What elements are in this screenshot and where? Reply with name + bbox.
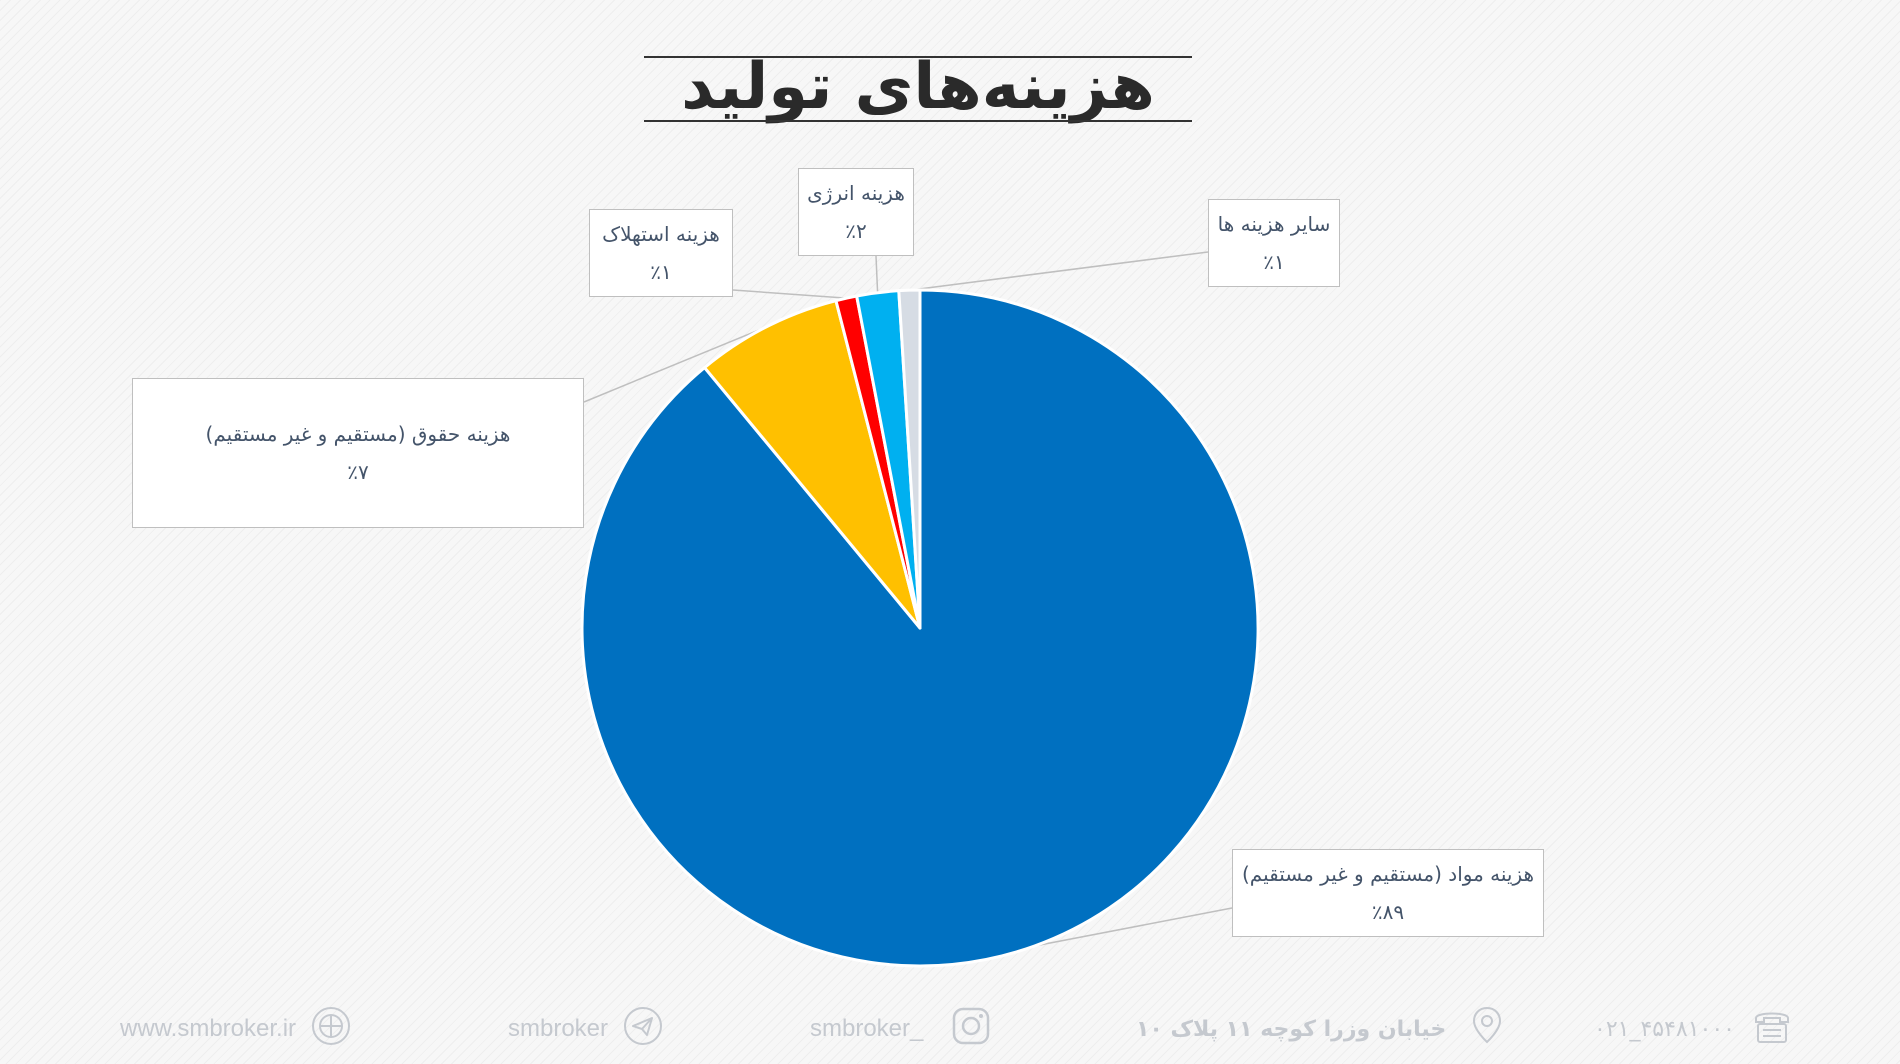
chart-title: هزینه‌های تولید: [681, 50, 1155, 124]
footer-telegram-text: smbroker: [508, 1015, 609, 1042]
footer-address: خیابان وزرا کوچه ۱۱ پلاک ۱۰: [1136, 1004, 1504, 1054]
data-label-depreciation-value: ٪۱: [650, 260, 672, 284]
data-label-materials-name: هزینه مواد (مستقیم و غیر مستقیم): [1241, 862, 1535, 886]
data-label-depreciation: هزینه استهلاک ٪۱: [589, 209, 733, 297]
footer-website-text: www.smbroker.ir: [120, 1015, 297, 1042]
footer-instagram-text: smbroker_: [810, 1015, 924, 1042]
footer-instagram[interactable]: smbroker_: [810, 1004, 991, 1054]
footer-telegram[interactable]: smbroker: [508, 1004, 664, 1054]
leader-line-other: [909, 251, 1209, 291]
pie-slices: [580, 288, 1260, 968]
footer-phone-text: ۰۲۱_۴۵۴۸۱۰۰۰: [1594, 1016, 1735, 1042]
pie-slice-other: [897, 288, 922, 630]
telegram-icon: [622, 1005, 664, 1054]
footer-address-text: خیابان وزرا کوچه ۱۱ پلاک ۱۰: [1136, 1016, 1447, 1042]
footer-contact-bar: www.smbroker.ir smbroker smbroker_: [0, 1004, 1900, 1054]
leader-line-salaries: [583, 326, 767, 403]
chart-title-banner: هزینه‌های تولید: [644, 48, 1192, 126]
data-label-depreciation-name: هزینه استهلاک: [602, 222, 720, 246]
data-label-other-name: سایر هزینه ها: [1217, 212, 1331, 236]
footer-phone: ۰۲۱_۴۵۴۸۱۰۰۰: [1594, 1004, 1793, 1054]
data-label-energy-name: هزینه انرژی: [807, 181, 905, 205]
globe-icon: [310, 1005, 352, 1054]
data-label-energy-value: ٪۲: [845, 219, 867, 243]
pie-slice-salaries: [703, 299, 922, 630]
data-label-other: سایر هزینه ها ٪۱: [1208, 199, 1340, 287]
telephone-icon: [1751, 1006, 1793, 1053]
leader-lines: [583, 251, 1233, 947]
data-label-materials: هزینه مواد (مستقیم و غیر مستقیم) ٪۸۹: [1232, 849, 1544, 937]
data-label-energy: هزینه انرژی ٪۲: [798, 168, 914, 256]
data-label-materials-value: ٪۸۹: [1371, 900, 1405, 924]
footer-website[interactable]: www.smbroker.ir: [120, 1004, 352, 1054]
title-rule-bottom: [644, 120, 1192, 122]
data-label-salaries-name: هزینه حقوق (مستقیم و غیر مستقیم): [205, 422, 511, 446]
data-label-salaries-value: ٪۷: [347, 460, 369, 484]
leader-line-depreciation: [732, 289, 847, 299]
title-rule-top: [644, 56, 1192, 58]
instagram-icon: [951, 1006, 991, 1053]
leader-line-materials: [1034, 907, 1233, 947]
data-label-other-value: ٪۱: [1263, 250, 1285, 274]
location-pin-icon: [1470, 1005, 1504, 1054]
leader-line-energy: [875, 255, 879, 293]
data-label-salaries: هزینه حقوق (مستقیم و غیر مستقیم) ٪۷: [132, 378, 584, 528]
